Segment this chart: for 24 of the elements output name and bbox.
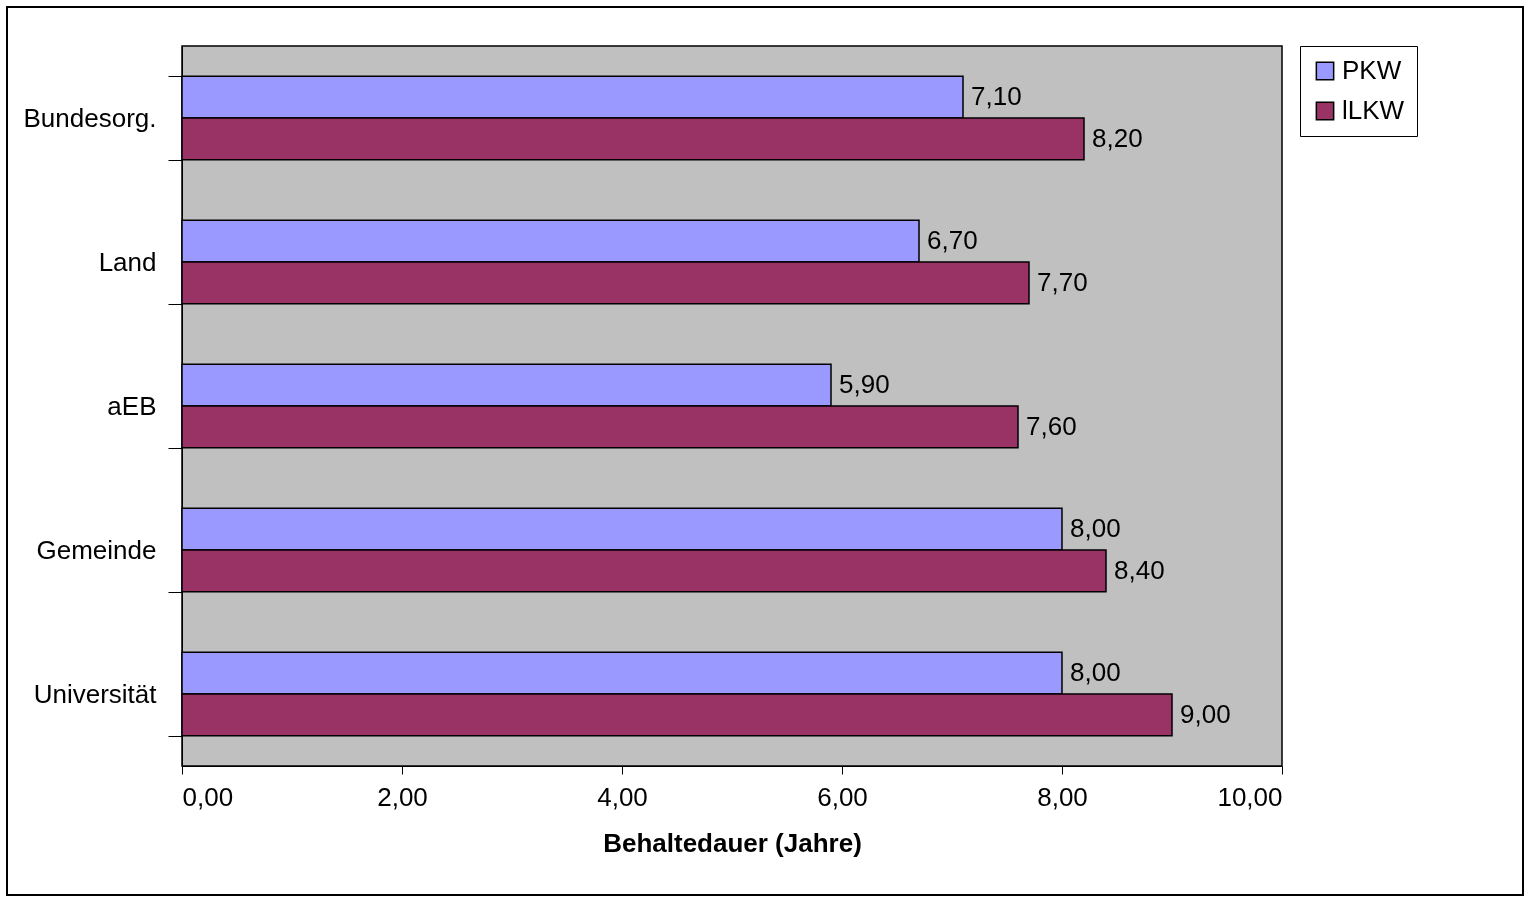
y-tick-label: Universität — [33, 678, 158, 709]
data-label: 8,20 — [1092, 122, 1143, 153]
data-label: 9,00 — [1180, 698, 1231, 729]
y-tick-label: Bundesorg. — [23, 102, 157, 133]
x-tick-label: 4,00 — [597, 781, 648, 812]
x-tick-label: 0,00 — [182, 781, 234, 812]
x-tick-label: 2,00 — [377, 781, 428, 812]
x-tick-label: 6,00 — [817, 781, 868, 812]
data-label: 7,70 — [1037, 266, 1088, 297]
y-tick-label: aEB — [107, 390, 157, 421]
data-label: 8,00 — [1070, 657, 1121, 688]
data-label: 6,70 — [927, 225, 978, 256]
y-tick-label: Land — [98, 246, 157, 277]
data-label: 7,10 — [971, 81, 1022, 112]
legend-label: PKW — [1342, 55, 1402, 85]
x-axis-title: Behaltedauer (Jahre) — [603, 827, 862, 858]
data-label: 8,00 — [1070, 513, 1121, 544]
x-tick-label: 10,00 — [1217, 781, 1283, 812]
y-tick-label: Gemeinde — [36, 534, 157, 565]
data-label: 7,60 — [1026, 410, 1077, 441]
x-tick-label: 8,00 — [1037, 781, 1088, 812]
data-label: 8,40 — [1114, 554, 1165, 585]
legend-label: lLKW — [1342, 95, 1405, 125]
data-label: 5,90 — [839, 369, 890, 400]
